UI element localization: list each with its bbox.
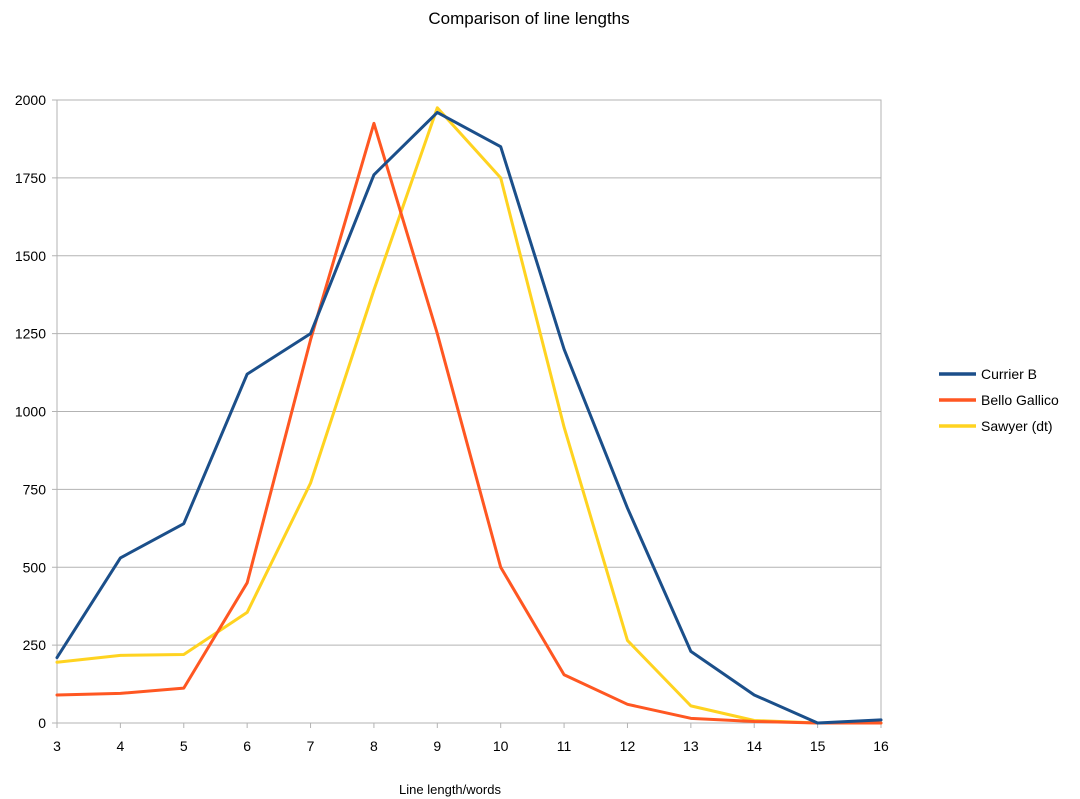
y-axis-tick-labels: 0 250 500 750 1000 1250 1500 1750 2000: [15, 92, 57, 731]
y-tick-label: 250: [23, 637, 47, 653]
x-tick-label: 9: [433, 738, 441, 754]
chart-title: Comparison of line lengths: [428, 9, 629, 28]
y-tick-label: 2000: [15, 92, 46, 108]
legend-label-0: Currier B: [981, 366, 1037, 382]
x-tick-label: 14: [746, 738, 762, 754]
series-line-0: [55, 110, 883, 725]
series-lines: [55, 106, 883, 725]
x-tick-label: 15: [810, 738, 826, 754]
y-tick-label: 1250: [15, 326, 46, 342]
x-tick-label: 4: [116, 738, 124, 754]
grid-lines: [57, 99, 881, 724]
legend-label-2: Sawyer (dt): [981, 418, 1053, 434]
y-tick-label: 0: [38, 715, 46, 731]
x-tick-label: 6: [243, 738, 251, 754]
y-tick-label: 1000: [15, 404, 46, 420]
x-tick-label: 13: [683, 738, 699, 754]
x-tick-label: 10: [493, 738, 509, 754]
x-tick-label: 7: [307, 738, 315, 754]
x-tick-label: 8: [370, 738, 378, 754]
y-tick-label: 1500: [15, 248, 46, 264]
legend-label-1: Bello Gallico: [981, 392, 1059, 408]
x-tick-label: 5: [180, 738, 188, 754]
series-line-2: [55, 106, 883, 725]
y-tick-label: 1750: [15, 170, 46, 186]
x-tick-label: 16: [873, 738, 889, 754]
y-tick-label: 750: [23, 481, 47, 497]
x-tick-label: 11: [557, 738, 572, 754]
series-line-1: [55, 121, 883, 725]
x-tick-label: 3: [53, 738, 61, 754]
x-axis-title: Line length/words: [399, 782, 501, 797]
legend: Currier B Bello Gallico Sawyer (dt): [939, 366, 1059, 434]
y-tick-label: 500: [23, 559, 47, 575]
x-axis-tick-labels: 3 4 5 6 7 8 9 10 11 12 13 14 15 16: [53, 723, 889, 754]
x-tick-label: 12: [620, 738, 636, 754]
